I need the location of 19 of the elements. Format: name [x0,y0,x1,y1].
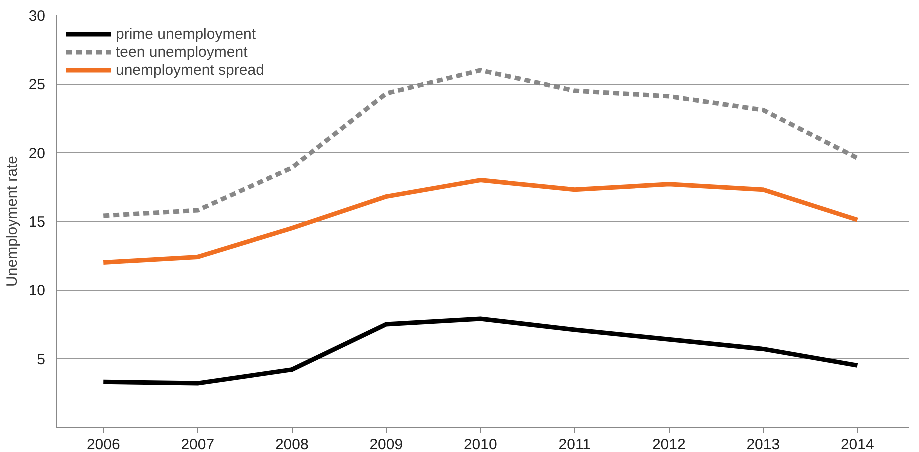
x-tick-label: 2011 [558,436,592,452]
x-tick-label: 2008 [275,436,309,452]
y-tick-label: 30 [28,8,46,25]
y-tick-label: 15 [28,214,46,231]
legend-label: prime unemployment [116,25,256,43]
x-tick-label: 2010 [464,436,498,452]
legend-label: teen unemployment [116,43,248,61]
y-tick-label: 25 [28,76,46,94]
y-axis-title: Unemployment rate [4,156,21,287]
legend-label: unemployment spread [116,61,264,79]
x-tick-label: 2012 [652,436,686,452]
x-tick-label: 2014 [840,436,874,452]
x-tick-label: 2007 [181,436,215,452]
x-tick-label: 2009 [370,436,404,452]
y-tick-label: 20 [28,145,46,162]
y-tick-label: 10 [28,282,46,300]
x-tick-label: 2006 [86,436,120,452]
x-tick-label: 2013 [746,436,780,452]
y-tick-label: 5 [37,351,46,368]
